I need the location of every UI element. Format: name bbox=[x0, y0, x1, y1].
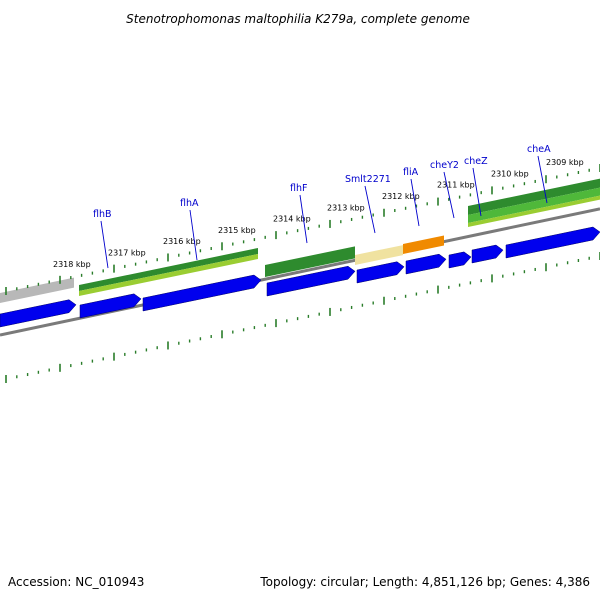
gene-leader-line bbox=[443, 171, 455, 219]
feature-green-segment bbox=[79, 247, 258, 291]
gene-leader-line bbox=[100, 220, 109, 269]
cds-arrow bbox=[356, 261, 405, 284]
gene-label: cheZ bbox=[464, 156, 488, 167]
position-label: 2313 kbp bbox=[327, 203, 365, 212]
cds-arrow bbox=[79, 293, 142, 319]
cds-arrow bbox=[142, 274, 262, 312]
feature-green-segment bbox=[265, 246, 355, 277]
gene-label: flhF bbox=[290, 183, 307, 194]
tick-layer bbox=[5, 164, 600, 383]
feature-midgreen-segment bbox=[468, 187, 600, 223]
position-label: 2317 kbp bbox=[108, 249, 146, 258]
position-label: 2314 kbp bbox=[273, 214, 311, 223]
feature-gray-segment bbox=[0, 277, 74, 303]
position-label: 2315 kbp bbox=[218, 226, 256, 235]
position-label: 2318 kbp bbox=[53, 260, 91, 269]
gene-label: cheA bbox=[527, 144, 551, 155]
gene-label: Smlt2271 bbox=[345, 174, 391, 185]
track-layer bbox=[0, 178, 600, 337]
position-label: 2311 kbp bbox=[437, 181, 475, 190]
genome-summary-text: Topology: circular; Length: 4,851,126 bp… bbox=[259, 575, 590, 589]
feature-tan-segment bbox=[355, 245, 403, 265]
gene-leader-line bbox=[410, 178, 420, 227]
feature-green-segment bbox=[468, 178, 600, 215]
position-label: 2312 kbp bbox=[382, 192, 420, 201]
gene-label: flhA bbox=[180, 198, 199, 209]
gene-label: cheY2 bbox=[430, 160, 459, 171]
cds-arrow bbox=[266, 265, 356, 297]
position-label: 2309 kbp bbox=[546, 158, 584, 167]
gene-leader-line bbox=[537, 155, 548, 204]
gene-leader-line bbox=[472, 167, 482, 217]
feature-orange-segment bbox=[403, 235, 444, 254]
cds-arrow bbox=[0, 299, 77, 328]
map-title: Stenotrophomonas maltophilia K279a, comp… bbox=[126, 12, 470, 26]
position-label: 2310 kbp bbox=[491, 169, 529, 178]
feature-lightgreen-segment bbox=[79, 253, 258, 296]
feature-lightgreen-segment bbox=[468, 195, 600, 227]
accession-text: Accession: NC_010943 bbox=[8, 575, 144, 589]
cds-arrow bbox=[448, 251, 472, 269]
gene-leader-line bbox=[299, 194, 308, 244]
position-label-layer: 2318 kbp 2317 kbp 2316 kbp 2315 kbp 2314 kbp… bbox=[53, 158, 584, 269]
cds-arrow bbox=[505, 226, 600, 259]
position-label: 2316 kbp bbox=[163, 237, 201, 246]
gene-label: fliA bbox=[403, 167, 419, 178]
gene-leader-line bbox=[189, 209, 198, 261]
gene-label: flhB bbox=[93, 209, 112, 220]
cds-arrow bbox=[471, 244, 504, 264]
gene-label-layer: flhB flhA flhF Smlt2271 fliA cheY2 cheZ cheA bbox=[93, 144, 551, 269]
cds-arrow bbox=[405, 253, 447, 275]
gene-leader-line bbox=[364, 185, 376, 234]
